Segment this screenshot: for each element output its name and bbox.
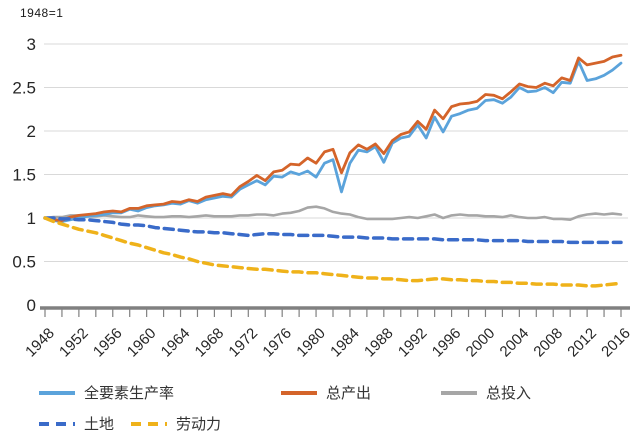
- y-tick-label-2: 2: [27, 122, 36, 141]
- y-tick-label-3: 3: [27, 35, 36, 54]
- legend-item-tfp: 全要素生产率: [38, 382, 174, 403]
- legend-item-inputs: 总投入: [440, 382, 531, 403]
- x-tick-label-1968: 1968: [192, 325, 228, 361]
- x-tick-label-1956: 1956: [90, 325, 126, 361]
- x-tick-label-1960: 1960: [124, 325, 160, 361]
- y-tick-label-0: 0: [27, 296, 36, 315]
- legend-label-inputs: 总投入: [486, 385, 532, 402]
- tfp-line-swatch: [39, 390, 75, 395]
- legend-label-tfp: 全要素生产率: [84, 385, 175, 402]
- y-tick-label-1.5: 1.5: [12, 166, 36, 185]
- series-line-inputs: [43, 205, 623, 221]
- index-base-note: 1948=1: [20, 6, 64, 20]
- y-tick-label-1: 1: [27, 209, 36, 228]
- x-tick-label-1988: 1988: [361, 325, 397, 361]
- x-tick-label-1948: 1948: [22, 325, 58, 361]
- x-tick-label-1992: 1992: [395, 325, 431, 361]
- legend-item-land: 土地: [38, 413, 114, 434]
- x-tick-label-2016: 2016: [598, 325, 634, 361]
- land-line-swatch: [39, 421, 75, 426]
- legend-label-labor: 劳动力: [176, 416, 222, 433]
- series-line-tfp: [43, 60, 623, 223]
- x-tick-label-2008: 2008: [530, 325, 566, 361]
- legend-item-labor: 劳动力: [130, 413, 221, 434]
- x-tick-label-1972: 1972: [226, 325, 262, 361]
- output-line-swatch: [281, 390, 317, 395]
- legend-label-land: 土地: [84, 416, 115, 433]
- labor-line-swatch: [131, 421, 167, 426]
- x-tick-label-2004: 2004: [497, 325, 533, 361]
- x-tick-label-1996: 1996: [429, 325, 465, 361]
- legend-item-output: 总产出: [280, 382, 371, 403]
- series-line-output: [43, 53, 623, 223]
- x-tick-label-1952: 1952: [56, 325, 92, 361]
- x-tick-label-2000: 2000: [463, 325, 499, 361]
- plot-area: 00.511.522.53194819521956196019641968197…: [12, 35, 634, 361]
- x-tick-label-1980: 1980: [293, 325, 329, 361]
- y-tick-label-0.5: 0.5: [12, 253, 36, 272]
- x-tick-label-1984: 1984: [327, 325, 363, 361]
- series-line-land: [43, 216, 623, 245]
- x-tick-label-2012: 2012: [564, 325, 600, 361]
- y-tick-label-2.5: 2.5: [12, 79, 36, 98]
- x-tick-label-1964: 1964: [158, 325, 194, 361]
- legend-label-output: 总产出: [326, 385, 372, 402]
- x-tick-label-1976: 1976: [259, 325, 295, 361]
- series-line-labor: [43, 216, 623, 288]
- inputs-line-swatch: [441, 390, 477, 395]
